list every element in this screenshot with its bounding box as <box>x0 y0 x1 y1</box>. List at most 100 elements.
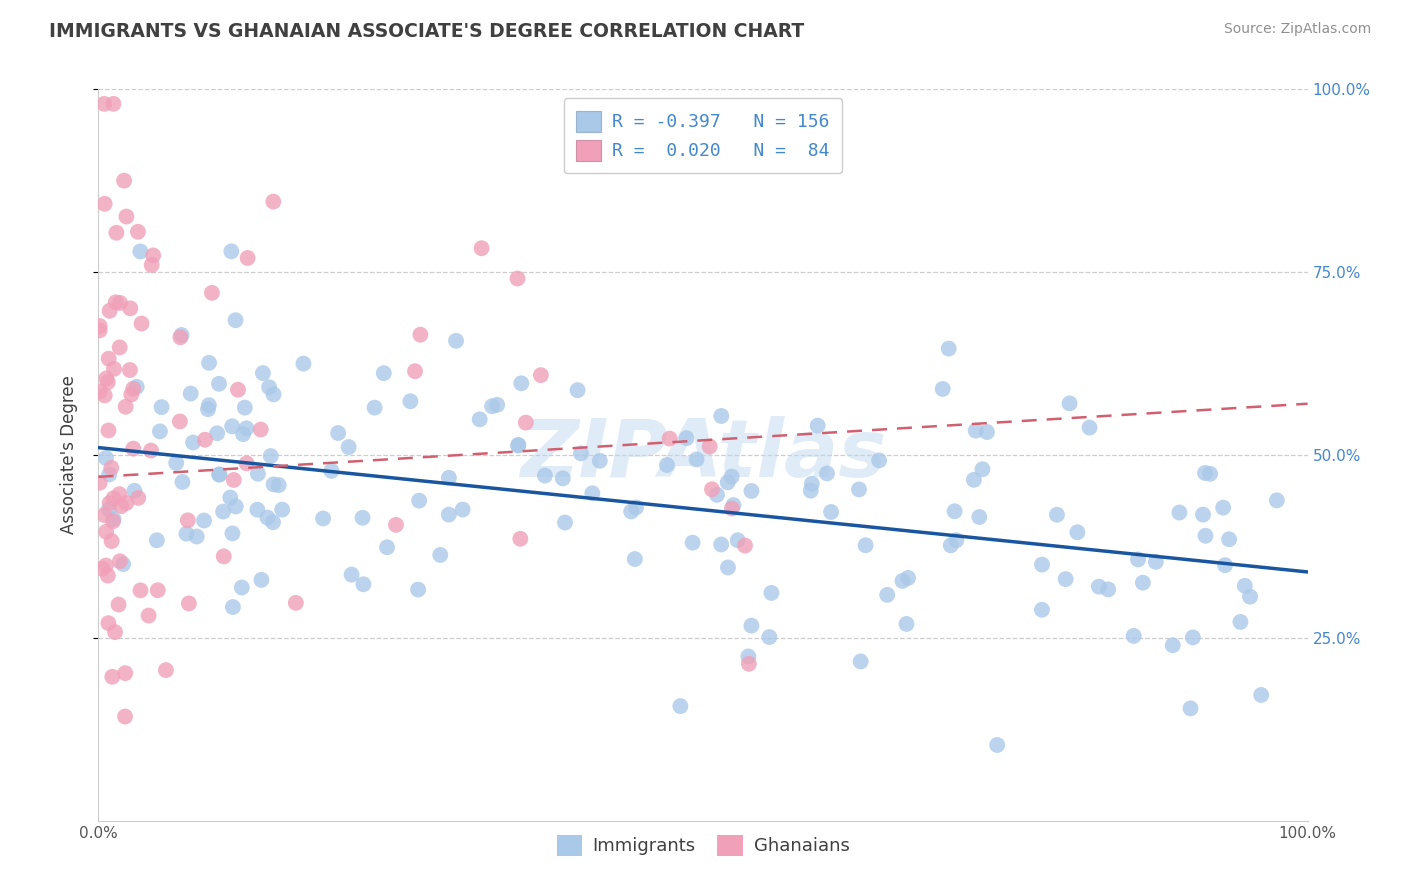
Point <box>738 657 761 671</box>
Point <box>720 469 742 483</box>
Point <box>120 387 142 401</box>
Point <box>146 533 169 548</box>
Point <box>89 475 111 490</box>
Point <box>468 412 491 426</box>
Point <box>337 440 360 454</box>
Point <box>198 356 221 370</box>
Point <box>891 574 914 588</box>
Point <box>118 363 141 377</box>
Legend: Immigrants, Ghanaians: Immigrants, Ghanaians <box>550 828 856 863</box>
Point <box>103 491 125 506</box>
Point <box>534 468 557 483</box>
Point <box>444 334 467 348</box>
Point <box>506 271 529 285</box>
Point <box>1161 638 1184 652</box>
Point <box>212 549 235 564</box>
Point <box>98 467 121 482</box>
Text: ZIPAtlas: ZIPAtlas <box>520 416 886 494</box>
Point <box>1059 396 1081 410</box>
Point <box>221 244 243 259</box>
Point <box>105 226 128 240</box>
Point <box>976 425 998 439</box>
Point <box>100 534 122 549</box>
Point <box>104 295 127 310</box>
Point <box>93 508 115 522</box>
Point <box>986 738 1008 752</box>
Point <box>256 510 278 524</box>
Point <box>127 491 149 505</box>
Point <box>675 431 697 445</box>
Point <box>263 387 285 401</box>
Point <box>205 426 228 441</box>
Point <box>129 244 152 259</box>
Point <box>352 510 374 524</box>
Point <box>737 649 759 664</box>
Text: Source: ZipAtlas.com: Source: ZipAtlas.com <box>1223 22 1371 37</box>
Point <box>849 655 872 669</box>
Point <box>965 424 987 438</box>
Point <box>271 502 294 516</box>
Point <box>896 616 918 631</box>
Point <box>1213 558 1236 573</box>
Point <box>114 400 136 414</box>
Point <box>177 597 200 611</box>
Point <box>180 386 202 401</box>
Point <box>112 174 135 188</box>
Point <box>100 461 122 475</box>
Point <box>1212 500 1234 515</box>
Point <box>172 475 194 489</box>
Point <box>706 488 728 502</box>
Point <box>103 512 125 526</box>
Point <box>115 210 138 224</box>
Point <box>1132 575 1154 590</box>
Point <box>1046 508 1069 522</box>
Point <box>620 504 643 518</box>
Point <box>165 456 187 470</box>
Point <box>142 248 165 262</box>
Point <box>710 537 733 551</box>
Point <box>569 446 592 460</box>
Point <box>404 364 426 378</box>
Point <box>1031 603 1053 617</box>
Point <box>246 467 269 481</box>
Point <box>284 596 307 610</box>
Point <box>509 532 531 546</box>
Point <box>471 241 494 255</box>
Point <box>815 467 838 481</box>
Point <box>437 471 460 485</box>
Point <box>252 366 274 380</box>
Point <box>624 500 647 515</box>
Point <box>225 500 247 514</box>
Point <box>139 443 162 458</box>
Point <box>508 438 530 452</box>
Point <box>963 473 986 487</box>
Point <box>655 458 678 472</box>
Point <box>110 499 132 513</box>
Point <box>181 435 204 450</box>
Point <box>385 517 408 532</box>
Point <box>262 515 284 529</box>
Point <box>723 498 745 512</box>
Point <box>567 383 589 397</box>
Point <box>176 526 198 541</box>
Point <box>114 709 136 723</box>
Point <box>375 541 398 555</box>
Point <box>97 351 120 366</box>
Point <box>669 699 692 714</box>
Point <box>94 558 117 573</box>
Point <box>1229 615 1251 629</box>
Point <box>221 419 243 434</box>
Point <box>1199 467 1222 481</box>
Point <box>292 357 315 371</box>
Point <box>945 533 967 548</box>
Point <box>262 194 284 209</box>
Point <box>93 196 115 211</box>
Point <box>197 402 219 417</box>
Point <box>510 376 533 391</box>
Point <box>141 258 163 272</box>
Point <box>969 510 991 524</box>
Point <box>263 477 285 491</box>
Point <box>1066 525 1088 540</box>
Point <box>194 433 217 447</box>
Point <box>120 301 142 316</box>
